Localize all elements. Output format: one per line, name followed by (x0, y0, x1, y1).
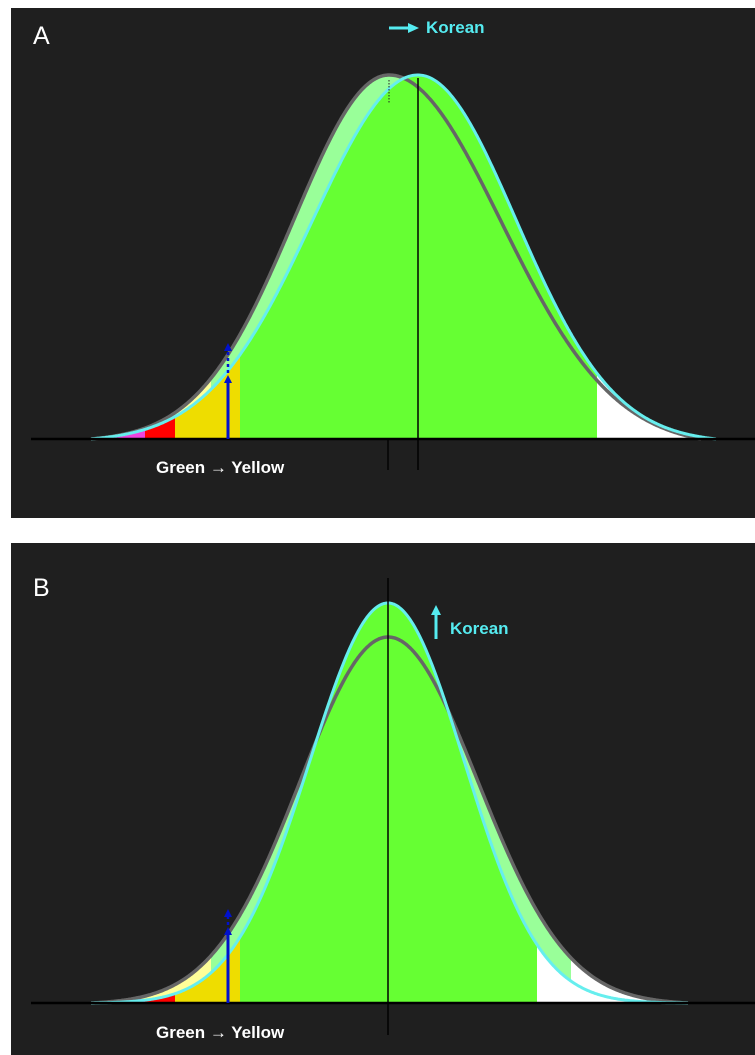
panel-b: B Korean Green → Yellow (11, 543, 755, 1055)
right-arrow-icon (389, 23, 419, 33)
yellow-region (175, 8, 240, 439)
panel-a: A Korean Green → Yellow (11, 8, 755, 518)
up-arrow-icon (431, 605, 441, 639)
panel-label: A (33, 24, 50, 49)
transition-label: Green → Yellow (156, 459, 284, 476)
white-region (571, 543, 755, 1003)
light-yellow-region (141, 543, 211, 1003)
cyan-area-regions (11, 543, 755, 1003)
magenta-region (11, 8, 145, 439)
magenta-region (11, 543, 141, 1003)
korean-label: Korean (450, 620, 509, 637)
cyan-area-regions (11, 8, 755, 439)
dashed-up-arrow-head (224, 909, 232, 917)
distribution-diagram-b (11, 543, 755, 1055)
magenta-region (11, 8, 141, 439)
red-region (145, 543, 175, 1003)
white-region (537, 543, 755, 1003)
korean-label: Korean (426, 19, 485, 36)
light-yellow-region (141, 8, 211, 439)
red-region (145, 8, 175, 439)
magenta-region (11, 543, 145, 1003)
transition-label: Green → Yellow (156, 1024, 284, 1041)
panel-label: B (33, 576, 50, 601)
distribution-diagram-a (11, 8, 755, 518)
white-region (597, 8, 755, 439)
